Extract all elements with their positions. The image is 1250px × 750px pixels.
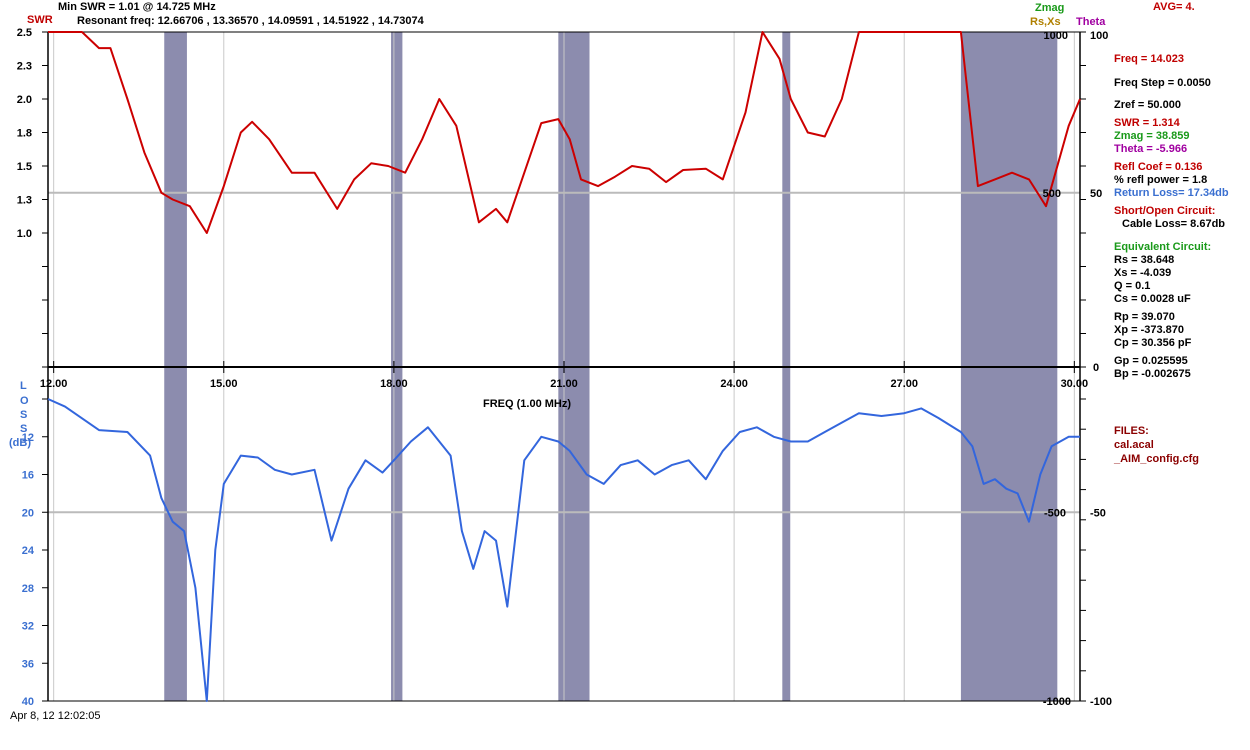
file-cal: cal.acal xyxy=(1114,439,1154,451)
rp-readout: Rp = 39.070 xyxy=(1114,311,1175,323)
rsxs-legend: Rs,Xs xyxy=(1030,16,1061,28)
swr-y-tick-label: 2.3 xyxy=(17,61,32,73)
cable-loss-readout: Cable Loss= 8.67db xyxy=(1122,218,1226,230)
right-inner-label: 1000 xyxy=(1044,30,1068,42)
loss-y-tick-label: 28 xyxy=(22,583,34,595)
timestamp: Apr 8, 12 12:02:05 xyxy=(10,710,101,722)
loss-label-o: O xyxy=(20,395,29,407)
swr-y-tick-label: 1.0 xyxy=(17,228,32,240)
loss-y-tick-label: 20 xyxy=(22,507,34,519)
loss-label-db: (dB) xyxy=(9,437,31,449)
file-config: _AIM_config.cfg xyxy=(1114,453,1199,465)
cs-readout: Cs = 0.0028 uF xyxy=(1114,293,1191,305)
gp-readout: Gp = 0.025595 xyxy=(1114,355,1188,367)
bp-readout: Bp = -0.002675 xyxy=(1114,368,1191,380)
right-outer-label: -50 xyxy=(1090,507,1106,519)
return-loss-line xyxy=(47,398,1080,702)
loss-label-l: L xyxy=(20,380,27,392)
x-tick-label: 18.00 xyxy=(380,378,408,390)
loss-y-tick-label: 24 xyxy=(22,545,35,557)
right-outer-label: -100 xyxy=(1090,696,1112,708)
freq-axis-label: FREQ (1.00 MHz) xyxy=(483,398,572,410)
theta-readout: Theta = -5.966 xyxy=(1114,143,1188,155)
q-readout: Q = 0.1 xyxy=(1114,280,1151,292)
zmag-legend: Zmag xyxy=(1035,2,1065,14)
x-tick-label: 27.00 xyxy=(890,378,918,390)
loss-y-tick-label: 36 xyxy=(22,658,34,670)
x-tick-label: 30.00 xyxy=(1061,378,1089,390)
avg-indicator: AVG= 4. xyxy=(1153,1,1195,13)
right-outer-label: 100 xyxy=(1090,30,1108,42)
right-outer-label: 0 xyxy=(1093,362,1099,374)
resonant-freq-text: Resonant freq: 12.66706 , 13.36570 , 14.… xyxy=(77,15,424,27)
loss-y-tick-label: 32 xyxy=(22,621,34,633)
files-heading: FILES: xyxy=(1114,425,1149,437)
equiv-circuit-heading: Equivalent Circuit: xyxy=(1114,241,1212,253)
freq-step-readout: Freq Step = 0.0050 xyxy=(1114,77,1211,89)
refl-coef-readout: Refl Coef = 0.136 xyxy=(1114,161,1203,173)
right-inner-label: -500 xyxy=(1044,507,1066,519)
refl-power-readout: % refl power = 1.8 xyxy=(1114,174,1208,186)
swr-y-tick-label: 2.5 xyxy=(17,27,32,39)
swr-series-tag: SWR xyxy=(27,14,53,26)
rs-readout: Rs = 38.648 xyxy=(1114,254,1175,266)
x-tick-label: 12.00 xyxy=(40,378,68,390)
min-swr-text: Min SWR = 1.01 @ 14.725 MHz xyxy=(58,1,216,13)
return-loss-readout: Return Loss= 17.34db xyxy=(1114,187,1229,199)
cp-readout: Cp = 30.356 pF xyxy=(1114,337,1192,349)
x-tick-label: 15.00 xyxy=(210,378,238,390)
swr-y-tick-label: 1.3 xyxy=(17,195,32,207)
loss-y-tick-label: 16 xyxy=(22,470,34,482)
zref-readout: Zref = 50.000 xyxy=(1114,99,1181,111)
swr-readout: SWR = 1.314 xyxy=(1114,117,1180,129)
x-tick-label: 24.00 xyxy=(720,378,748,390)
theta-legend: Theta xyxy=(1076,16,1106,28)
x-tick-label: 21.00 xyxy=(550,378,578,390)
swr-y-tick-label: 1.8 xyxy=(17,128,32,140)
zmag-readout: Zmag = 38.859 xyxy=(1114,130,1190,142)
swr-y-tick-label: 2.0 xyxy=(17,94,32,106)
xp-readout: Xp = -373.870 xyxy=(1114,324,1185,336)
right-inner-label: 500 xyxy=(1043,188,1061,200)
freq-readout: Freq = 14.023 xyxy=(1114,53,1185,65)
loss-label-s1: S xyxy=(20,409,28,421)
swr-line xyxy=(48,31,1081,234)
right-inner-label: -1000 xyxy=(1043,696,1071,708)
loss-y-tick-label: 40 xyxy=(22,696,34,708)
xs-readout: Xs = -4.039 xyxy=(1114,267,1172,279)
loss-y-tick-label: 12 xyxy=(22,432,34,444)
loss-label-s2: S xyxy=(20,423,28,435)
short-open-heading: Short/Open Circuit: xyxy=(1114,205,1216,217)
data-series xyxy=(47,31,1081,702)
right-outer-label: 50 xyxy=(1090,188,1102,200)
swr-y-tick-label: 1.5 xyxy=(17,161,32,173)
tick-labels: 12.00 15.00 18.00 21.00 24.00 27.00 30.00 2.5 2.… xyxy=(17,27,1112,708)
